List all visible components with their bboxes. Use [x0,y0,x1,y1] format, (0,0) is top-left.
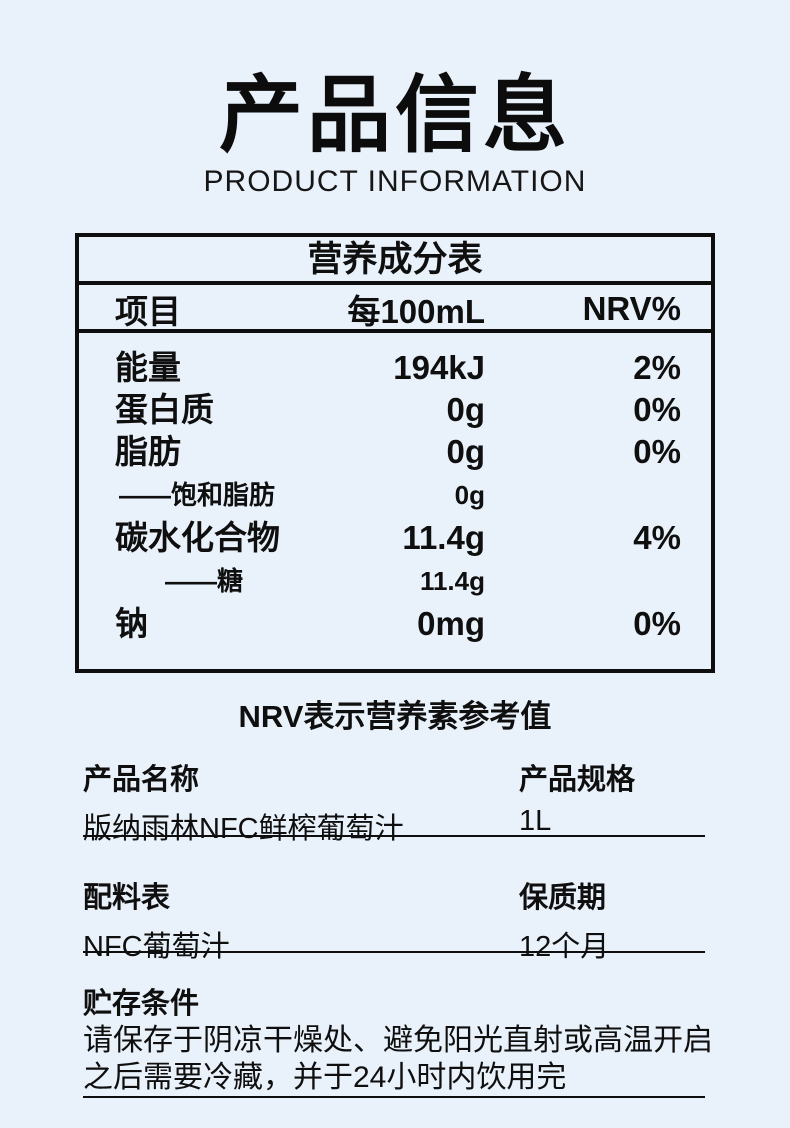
page-subtitle: PRODUCT INFORMATION [203,165,587,199]
nutrient-name: ——饱和脂肪 [119,480,276,510]
column-header-per100ml: 每100mL [347,293,485,330]
nutrition-table: 营养成分表 项目 每100mL NRV% 能量 194kJ 2% 蛋白质 0g … [75,233,715,673]
nutrition-table-body: 能量 194kJ 2% 蛋白质 0g 0% 脂肪 0g 0% ——饱和脂肪 0g… [79,333,711,645]
field-value: 1L [519,805,552,837]
field-label: 保质期 [519,882,607,914]
nutrient-amount: 0g [446,433,485,470]
page-header: 产品信息 PRODUCT INFORMATION [0,66,790,199]
storage-text-line: 之后需要冷藏，并于24小时内饮用完 [83,1061,567,1094]
table-row-protein: 蛋白质 0g 0% [79,389,711,431]
field-label: 产品规格 [519,764,636,796]
field-product-spec: 产品规格 1L [519,756,635,838]
column-header-item: 项目 [115,293,181,330]
field-storage-conditions: 贮存条件 请保存于阴凉干燥处、避免阳光直射或高温开启 之后需要冷藏，并于24小时… [83,980,723,1096]
field-value: 12个月 [519,931,610,963]
field-label: 产品名称 [83,764,200,796]
nutrient-amount: 11.4g [419,566,485,596]
nutrient-amount: 194kJ [393,349,485,386]
nutrient-amount: 0g [454,480,485,510]
nutrition-table-header-row: 项目 每100mL NRV% [79,285,711,333]
table-row-fat: 脂肪 0g 0% [79,431,711,473]
nutrient-nrv: 4% [633,519,681,556]
nutrient-name: ——糖 [165,566,244,596]
nutrient-name: 能量 [115,349,181,386]
nrv-footnote: NRV表示营养素参考值 [238,699,552,734]
column-header-nrv: NRV% [582,290,681,327]
storage-text-line: 请保存于阴凉干燥处、避免阳光直射或高温开启 [83,1024,713,1057]
field-value: NFC葡萄汁 [83,931,230,963]
nutrition-table-title: 营养成分表 [79,237,711,285]
nutrient-name: 脂肪 [115,433,181,470]
field-ingredients: 配料表 NFC葡萄汁 [83,874,230,965]
field-value: 版纳雨林NFC鲜榨葡萄汁 [83,813,404,845]
nutrient-name: 蛋白质 [115,391,214,428]
nutrient-amount: 0mg [417,605,485,642]
nutrient-nrv: 2% [633,349,681,386]
nutrient-name: 钠 [115,605,148,642]
field-label: 贮存条件 [83,988,200,1020]
table-row-sugar: ——糖 11.4g [79,559,711,603]
nutrient-amount: 0g [446,391,485,428]
section-divider [83,835,705,837]
table-row-energy: 能量 194kJ 2% [79,347,711,389]
nutrient-name: 碳水化合物 [115,519,280,556]
field-label: 配料表 [83,882,171,914]
field-shelf-life: 保质期 12个月 [519,874,609,965]
table-row-sodium: 钠 0mg 0% [79,603,711,645]
table-row-saturated-fat: ——饱和脂肪 0g [79,473,711,517]
nutrient-nrv: 0% [633,605,681,642]
nutrient-amount: 11.4g [402,519,485,556]
section-divider [83,1096,705,1098]
field-product-name: 产品名称 版纳雨林NFC鲜榨葡萄汁 [83,756,404,847]
table-row-carbohydrate: 碳水化合物 11.4g 4% [79,517,711,559]
section-divider [83,951,705,953]
page-title: 产品信息 [218,68,571,162]
nutrient-nrv: 0% [633,391,681,428]
nutrient-nrv: 0% [633,433,681,470]
